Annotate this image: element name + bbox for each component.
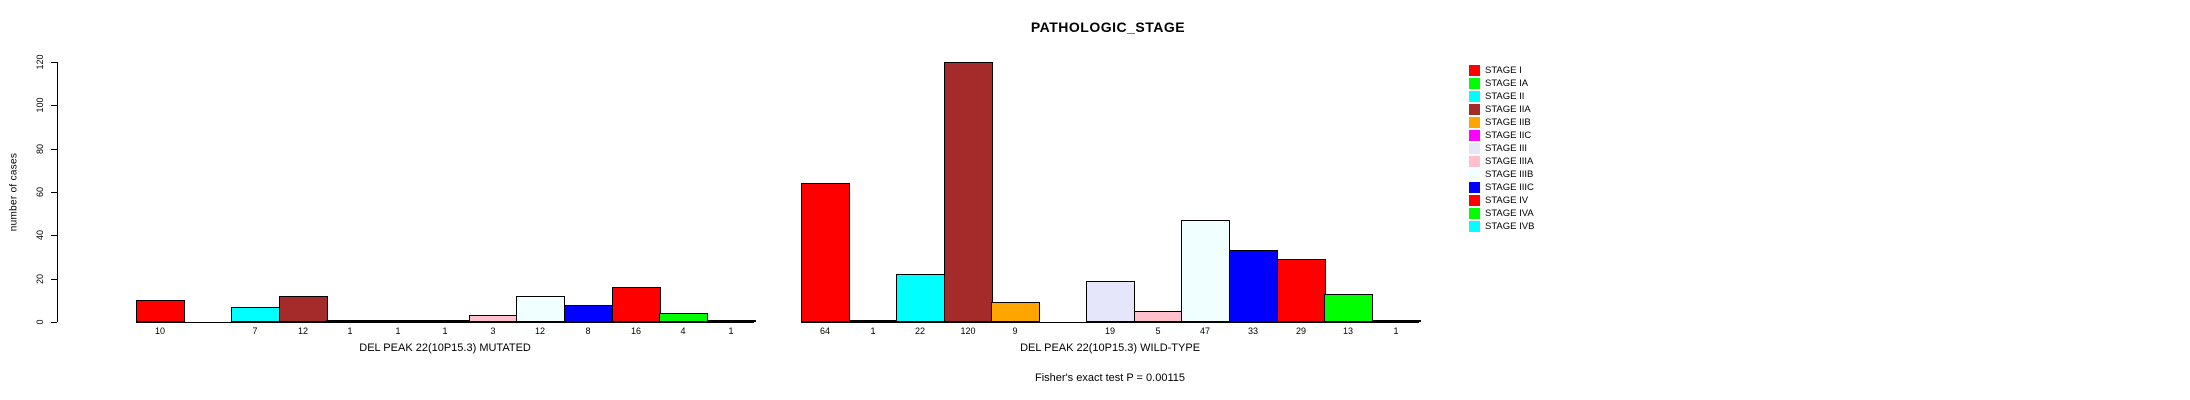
- bar-stage-iii: [421, 320, 470, 322]
- bar-value-label: 1: [1393, 326, 1399, 336]
- bar-stage-iv: [1277, 259, 1326, 322]
- y-tick-label: 40: [35, 230, 45, 241]
- chart-title: PATHOLOGIC_STAGE: [1030, 19, 1186, 35]
- y-tick-label: 20: [35, 273, 45, 284]
- bar-value-label: 13: [1342, 326, 1353, 336]
- bar-stage-iic: [374, 320, 423, 322]
- bar-stage-iib: [326, 320, 375, 322]
- bar-value-label: 22: [914, 326, 925, 336]
- group-baseline: [136, 322, 755, 323]
- legend-swatch: [1469, 143, 1480, 154]
- y-axis-line: [57, 62, 58, 322]
- bar-stage-iiib: [1181, 220, 1230, 322]
- bar-value-label: 1: [395, 326, 401, 336]
- bar-stage-iia: [279, 296, 328, 322]
- group-axis-label: DEL PEAK 22(10P15.3) WILD-TYPE: [1020, 342, 1201, 354]
- y-tick-label: 80: [35, 143, 45, 154]
- y-tick-mark: [51, 148, 57, 150]
- bar-stage-iv: [612, 287, 661, 322]
- bar-value-label: 7: [252, 326, 258, 336]
- bar-value-label: 33: [1247, 326, 1258, 336]
- group-axis-label: DEL PEAK 22(10P15.3) MUTATED: [359, 342, 531, 354]
- bar-stage-i: [801, 183, 850, 322]
- bar-value-label: 12: [534, 326, 545, 336]
- y-tick-label: 100: [35, 97, 45, 113]
- bar-stage-iiia: [469, 315, 518, 322]
- legend-swatch: [1469, 130, 1480, 141]
- bar-value-label: 12: [297, 326, 308, 336]
- legend-label: STAGE I: [1485, 65, 1522, 76]
- bar-stage-ivb: [707, 320, 756, 322]
- bar-stage-ia: [849, 320, 898, 322]
- bar-stage-iva: [1324, 294, 1373, 322]
- bar-value-label: 29: [1295, 326, 1306, 336]
- y-tick-mark: [51, 105, 57, 107]
- bar-value-label: 5: [1155, 326, 1161, 336]
- legend-label: STAGE IIIA: [1485, 156, 1534, 167]
- legend-label: STAGE IVA: [1485, 208, 1534, 219]
- bar-value-label: 1: [442, 326, 448, 336]
- legend-label: STAGE IIIB: [1485, 169, 1534, 180]
- bar-value-label: 19: [1104, 326, 1115, 336]
- legend-label: STAGE III: [1485, 143, 1528, 154]
- legend-swatch: [1469, 156, 1480, 167]
- bar-stage-iia: [944, 62, 993, 322]
- y-tick-mark: [51, 278, 57, 280]
- legend-swatch: [1469, 104, 1480, 115]
- bar-stage-ii: [231, 307, 280, 322]
- bar-value-label: 9: [1012, 326, 1018, 336]
- y-tick-label: 60: [35, 186, 45, 197]
- bar-value-label: 64: [819, 326, 830, 336]
- y-tick-label: 120: [35, 54, 45, 70]
- legend-swatch: [1469, 91, 1480, 102]
- bar-value-label: 1: [870, 326, 876, 336]
- y-tick-mark: [51, 322, 57, 323]
- legend-swatch: [1469, 208, 1480, 219]
- bar-value-label: 8: [585, 326, 591, 336]
- legend-swatch: [1469, 78, 1480, 89]
- bar-value-label: 47: [1199, 326, 1210, 336]
- bar-value-label: 10: [154, 326, 165, 336]
- bar-stage-i: [136, 300, 185, 322]
- bar-value-label: 3: [490, 326, 496, 336]
- bar-stage-iib: [991, 302, 1040, 322]
- y-tick-label: 0: [35, 319, 45, 325]
- group-baseline: [801, 322, 1420, 323]
- legend-label: STAGE IIIC: [1485, 182, 1534, 193]
- bar-stage-iiib: [516, 296, 565, 322]
- legend-label: STAGE IIB: [1485, 117, 1531, 128]
- bar-stage-iii: [1086, 281, 1135, 322]
- y-tick-mark: [51, 235, 57, 237]
- legend-swatch: [1469, 221, 1480, 232]
- bar-stage-ivb: [1372, 320, 1421, 322]
- y-axis-title: number of cases: [8, 152, 20, 232]
- fisher-test-annotation: Fisher's exact test P = 0.00115: [1035, 372, 1185, 384]
- bar-value-label: 16: [630, 326, 641, 336]
- bar-stage-ii: [896, 274, 945, 322]
- legend-label: STAGE IA: [1485, 78, 1529, 89]
- bar-stage-iva: [659, 313, 708, 322]
- legend-swatch: [1469, 182, 1480, 193]
- legend-label: STAGE II: [1485, 91, 1525, 102]
- legend-swatch: [1469, 65, 1480, 76]
- legend-label: STAGE IIA: [1485, 104, 1531, 115]
- legend-label: STAGE IV: [1485, 195, 1529, 206]
- legend-label: STAGE IVB: [1485, 221, 1535, 232]
- bar-stage-iiic: [1229, 250, 1278, 322]
- y-tick-mark: [51, 61, 57, 63]
- bar-stage-iiic: [564, 305, 613, 322]
- bar-value-label: 1: [728, 326, 734, 336]
- y-tick-mark: [51, 191, 57, 193]
- legend-swatch: [1469, 117, 1480, 128]
- bar-value-label: 4: [680, 326, 686, 336]
- bar-stage-iiia: [1134, 311, 1183, 322]
- legend-swatch: [1469, 195, 1480, 206]
- legend-label: STAGE IIC: [1485, 130, 1532, 141]
- bar-value-label: 120: [960, 326, 976, 336]
- bar-value-label: 1: [347, 326, 353, 336]
- legend-swatch: [1469, 169, 1480, 180]
